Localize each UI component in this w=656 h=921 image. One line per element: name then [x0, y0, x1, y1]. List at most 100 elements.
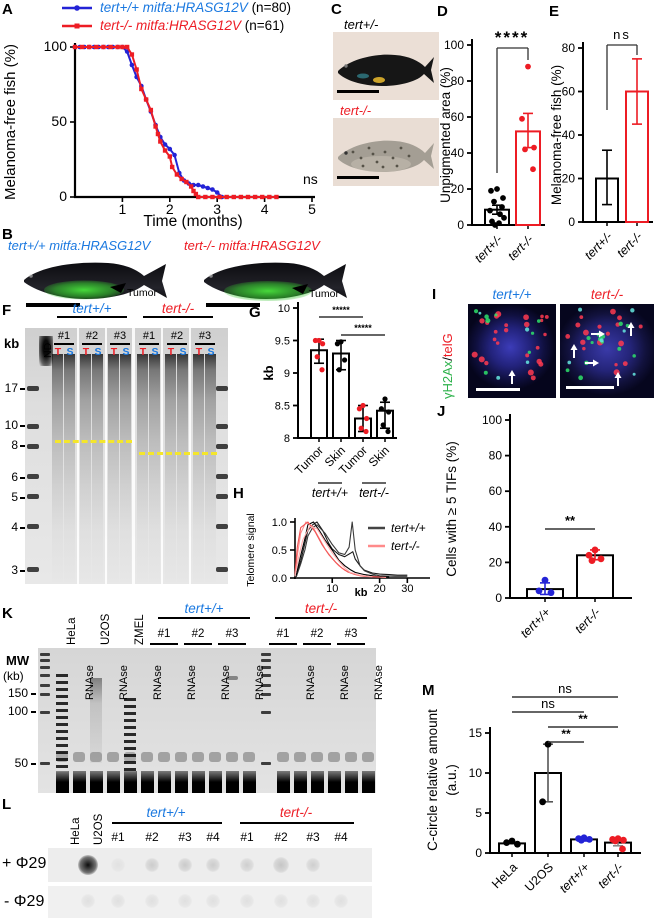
panel-letter-g: G [249, 304, 261, 321]
panel-k-group-ko: tert-/- [304, 601, 338, 616]
svg-text:80: 80 [451, 74, 465, 88]
svg-text:Tumor: Tumor [336, 443, 370, 477]
panel-b-fish-ko-image: Tumor [204, 262, 347, 307]
skin-lane: S [207, 346, 215, 358]
tumor-arrow-icon [292, 284, 308, 294]
panel-i-stain-label: γH2Ax/telG [440, 333, 455, 399]
tumor-arrow-icon [110, 283, 126, 293]
svg-text:Telomere signal: Telomere signal [245, 513, 257, 587]
svg-text:0: 0 [59, 188, 67, 204]
lane-rnase: RNAse [339, 665, 351, 700]
svg-text:**: ** [565, 513, 576, 528]
panel-c-het-label: tert+/- [344, 17, 379, 32]
svg-text:tert+/-: tert+/- [472, 232, 505, 265]
lane-rnase: RNAse [220, 665, 232, 700]
skin-lane: S [94, 346, 102, 358]
underline [143, 316, 213, 318]
svg-text:5: 5 [475, 806, 482, 820]
svg-text:50: 50 [51, 113, 67, 129]
mean-telomere-length-marker-ko [139, 452, 217, 455]
panel-letter-i: I [432, 286, 437, 303]
lane-number: #2 [274, 830, 288, 844]
mw-mark: 50 [14, 756, 28, 770]
skin-lane: S [66, 346, 74, 358]
row-plus-phi29: + Φ29 [2, 855, 47, 872]
fish-eye [344, 151, 348, 155]
svg-text:tert-/-: tert-/- [595, 860, 626, 891]
lane-number: #1 [57, 330, 71, 342]
panel-f-group-wt: tert+/+ [72, 301, 112, 316]
svg-text:Skin: Skin [322, 443, 348, 469]
svg-text:tert-/- mitfa:HRASG12V (n=61): tert-/- mitfa:HRASG12V (n=61) [100, 18, 284, 33]
svg-text:30: 30 [401, 583, 413, 595]
lane-number: #1 [142, 330, 156, 342]
panel-c-het-photo [333, 32, 439, 100]
speckles [351, 146, 411, 169]
img2-overlay [565, 307, 643, 389]
panel-letter-a: A [2, 1, 13, 18]
svg-text:tert+/+: tert+/+ [557, 860, 592, 895]
lane-number: #1 [157, 628, 171, 640]
gray-fish-image [338, 140, 434, 172]
lane-rnase: RNAse [118, 665, 130, 700]
svg-text:100: 100 [44, 38, 68, 54]
tumor-label: Tumor [309, 288, 339, 300]
panel-k-group-wt: tert+/+ [184, 601, 224, 616]
svg-text:0.5: 0.5 [272, 545, 287, 557]
gamma-h2ax-label: γH2Ax [440, 360, 455, 399]
panel-i-micrograph-wt [468, 304, 556, 398]
svg-text:100: 100 [482, 413, 502, 427]
svg-text:tert-/-: tert-/- [505, 232, 536, 263]
svg-text:0: 0 [475, 846, 482, 860]
panel-letter-k: K [2, 605, 13, 622]
panel-k-trap-gel [38, 648, 376, 793]
svg-text:80: 80 [562, 41, 576, 55]
svg-text:****: **** [495, 28, 529, 47]
svg-text:60: 60 [562, 85, 576, 99]
lane-rnase: RNAse [84, 665, 96, 700]
tumor-label: Tumor [127, 287, 157, 299]
tumor-gfp-patch [224, 281, 312, 301]
lane-zmel: ZMEL [134, 614, 146, 645]
chart-E: 0 20 40 60 80 tert+/-tert-/- ns Melanoma-free f… [549, 27, 653, 262]
svg-text:3: 3 [213, 201, 221, 217]
svg-text:HeLa: HeLa [489, 860, 520, 891]
svg-text:tert+/+: tert+/+ [312, 486, 348, 500]
lane-number: #3 [178, 830, 192, 844]
panel-f-group-ko: tert-/- [161, 301, 195, 316]
svg-text:9.5: 9.5 [275, 336, 290, 348]
lane-rnase: RNAse [254, 665, 266, 700]
svg-text:tert-/-: tert-/- [359, 486, 389, 500]
lane-number: #2 [85, 330, 99, 342]
fish-body [338, 54, 434, 86]
lane-number: #2 [145, 830, 159, 844]
svg-text:40: 40 [489, 520, 503, 534]
lane-number: #3 [113, 330, 127, 342]
svg-text:ns: ns [613, 27, 631, 42]
svg-text:Time (months): Time (months) [143, 213, 242, 230]
svg-text:tert+/+: tert+/+ [391, 521, 426, 535]
lane-u2os: U2OS [93, 813, 105, 845]
svg-text:100: 100 [444, 38, 464, 52]
lane-number: #2 [170, 330, 184, 342]
svg-text:tert-/-: tert-/- [391, 539, 420, 553]
svg-text:tert-/-: tert-/- [614, 229, 645, 260]
kb-mark: 4 [11, 520, 18, 534]
tumor-gfp-patch [44, 280, 124, 300]
lane-number: #2 [191, 628, 205, 640]
svg-text:5: 5 [308, 201, 316, 217]
panel-l-minus-phi29-blot [48, 886, 372, 918]
svg-text:20: 20 [489, 555, 503, 569]
panel-b-genotype-ko-label: tert-/- mitfa:HRASG12V [184, 238, 320, 253]
fish-eye [344, 64, 348, 68]
svg-text:ns: ns [558, 681, 572, 696]
scale-bar [26, 303, 80, 307]
telg-label: telG [440, 333, 455, 358]
scale-bar [337, 90, 379, 93]
mean-telomere-length-marker-wt [55, 440, 132, 443]
svg-text:9: 9 [284, 368, 290, 380]
panel-letter-j: J [437, 403, 446, 420]
svg-text:Unpigmented area (%): Unpigmented area (%) [438, 67, 453, 203]
scale-bar [206, 303, 260, 307]
panel-c-ko-label: tert-/- [340, 103, 372, 118]
